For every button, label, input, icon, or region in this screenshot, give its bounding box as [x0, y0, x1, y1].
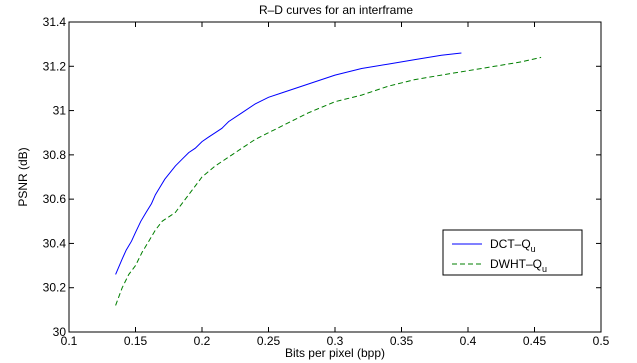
x-tick-label: 0.25 — [257, 334, 281, 348]
x-tick-label: 0.2 — [194, 334, 211, 348]
y-tick-label: 30 — [53, 325, 67, 339]
legend-label-dwht: DWHT–Qu — [490, 257, 547, 274]
x-tick-label: 0.1 — [61, 334, 78, 348]
y-tick-label: 31.2 — [43, 59, 67, 73]
legend-box — [442, 229, 583, 276]
y-tick-label: 30.6 — [43, 192, 67, 206]
x-tick-label: 0.35 — [390, 334, 414, 348]
series-line-dwht — [115, 56, 542, 306]
x-tick-label: 0.45 — [523, 334, 547, 348]
y-tick-label: 31 — [53, 104, 67, 118]
series-line-dct — [115, 52, 462, 275]
x-axis-title: Bits per pixel (bpp) — [285, 346, 385, 360]
x-tick-label: 0.4 — [460, 334, 477, 348]
y-tick-label: 30.4 — [43, 236, 67, 250]
plot-area — [68, 21, 602, 333]
x-tick-label: 0.5 — [593, 334, 610, 348]
x-tick-label: 0.3 — [327, 334, 344, 348]
series-layer — [115, 52, 542, 306]
legend: DCT–Qu DWHT–Qu — [442, 229, 583, 276]
legend-label-dct: DCT–Qu — [490, 237, 536, 254]
y-tick-label: 31.4 — [43, 15, 67, 29]
y-axis-title: PSNR (dB) — [16, 147, 30, 206]
x-tick-label: 0.15 — [124, 334, 148, 348]
y-axis-ticks: 30 30.2 30.4 30.6 30.8 31 31.2 31.4 — [43, 15, 601, 339]
x-axis-ticks: 0.1 0.15 0.2 0.25 0.3 0.35 0.4 0.45 0.5 — [61, 22, 610, 348]
chart-title: R–D curves for an interframe — [259, 3, 413, 17]
y-tick-label: 30.2 — [43, 281, 67, 295]
y-tick-label: 30.8 — [43, 148, 67, 162]
